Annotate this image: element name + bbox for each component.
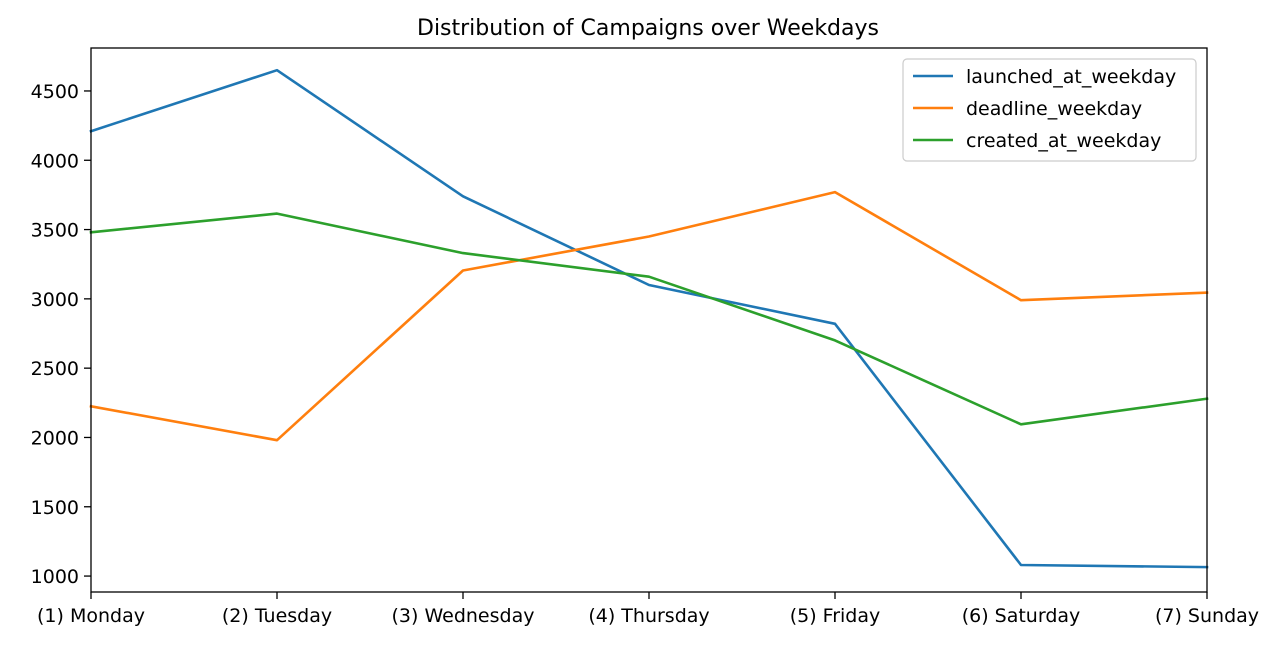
legend-box bbox=[902, 58, 1197, 162]
y-tick-label: 4500 bbox=[31, 81, 79, 103]
chart-title: Distribution of Campaigns over Weekdays bbox=[417, 16, 879, 41]
x-tick-label: (6) Saturday bbox=[962, 605, 1081, 627]
legend-label: launched_at_weekday bbox=[966, 66, 1176, 88]
y-tick-label: 4000 bbox=[31, 150, 79, 172]
series-line-launched-at-weekday bbox=[89, 68, 1209, 569]
series-line-created-at-weekday bbox=[89, 212, 1209, 426]
x-tick-label: (3) Wednesday bbox=[392, 605, 535, 627]
legend-label: created_at_weekday bbox=[966, 130, 1161, 152]
plot-area: (1) Monday (2) Tuesday (3) Wednesday (4) Th… bbox=[31, 47, 1259, 627]
x-tick-label: (5) Friday bbox=[790, 605, 881, 627]
y-tick-label: 3500 bbox=[31, 220, 79, 242]
y-tick-label: 1000 bbox=[31, 566, 79, 588]
x-tick-label: (4) Thursday bbox=[588, 605, 709, 627]
y-tick-label: 3000 bbox=[31, 289, 79, 311]
x-tick-label: (7) Sunday bbox=[1155, 605, 1259, 627]
y-tick-label: 1500 bbox=[31, 497, 79, 519]
series-line-deadline-weekday bbox=[89, 190, 1209, 442]
x-tick-label: (2) Tuesday bbox=[222, 605, 332, 627]
y-tick-label: 2500 bbox=[31, 358, 79, 380]
x-tick-label: (1) Monday bbox=[37, 605, 145, 627]
legend: launched_at_weekday deadline_weekdaycreat… bbox=[902, 58, 1197, 162]
legend-label: deadline_weekday bbox=[966, 98, 1142, 120]
y-tick-label: 2000 bbox=[31, 427, 79, 449]
